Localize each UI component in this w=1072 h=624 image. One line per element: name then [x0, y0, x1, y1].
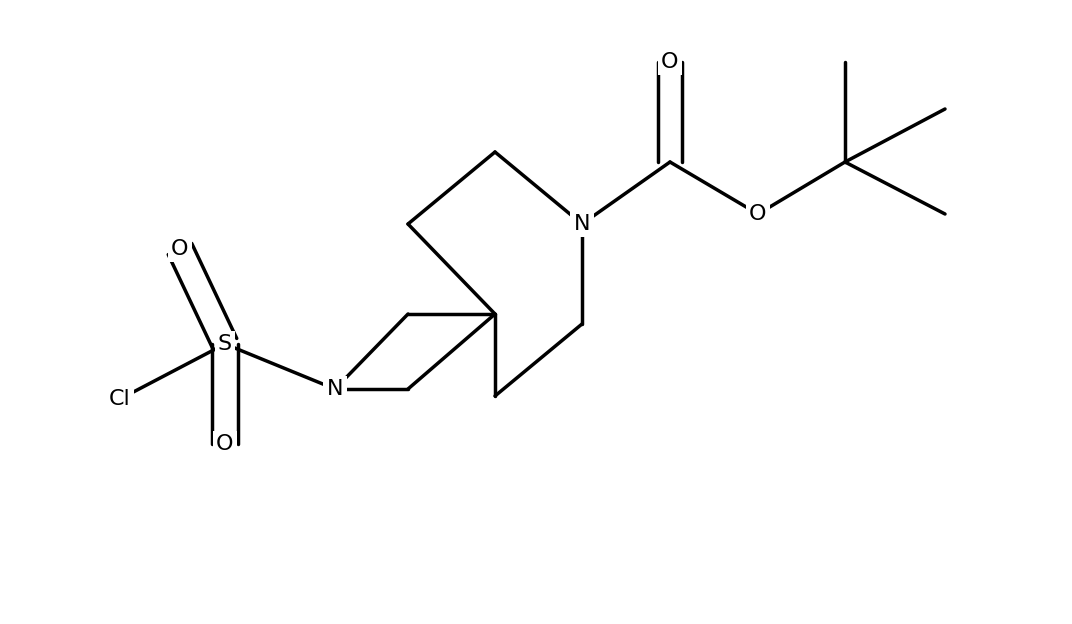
Text: O: O — [661, 52, 679, 72]
Text: O: O — [172, 239, 189, 259]
Text: N: N — [574, 214, 591, 234]
Text: Cl: Cl — [109, 389, 131, 409]
Text: N: N — [327, 379, 343, 399]
Text: O: O — [217, 434, 234, 454]
Text: S: S — [218, 334, 232, 354]
Text: O: O — [749, 204, 766, 224]
